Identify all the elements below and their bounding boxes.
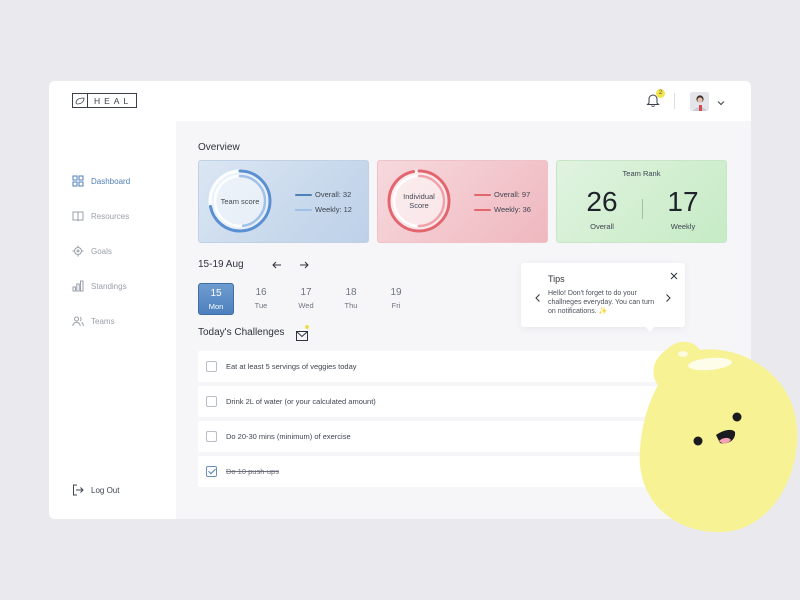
task-text: Do 20-30 mins (minimum) of exercise xyxy=(226,432,351,441)
sidebar-item-standings[interactable]: Standings xyxy=(72,280,127,292)
header-divider xyxy=(674,93,675,109)
chevron-down-icon[interactable] xyxy=(716,95,726,106)
day-mon[interactable]: 15 Mon xyxy=(198,283,234,315)
rank-weekly-value: 17 xyxy=(667,186,699,217)
tips-body: Hello! Don't forget to do your challnege… xyxy=(548,290,655,315)
chevron-left-icon[interactable] xyxy=(534,290,542,302)
notification-bell-icon[interactable] xyxy=(646,92,660,108)
individual-score-ring xyxy=(387,169,451,233)
mail-icon[interactable] xyxy=(296,328,308,341)
sidebar-item-label: Standings xyxy=(91,281,127,291)
team-score-ring xyxy=(208,169,272,233)
target-icon xyxy=(72,245,84,257)
individual-overall-value: Overall: 97 xyxy=(494,190,531,199)
logo-text: HEAL xyxy=(94,95,133,106)
team-rank-card[interactable]: Team Rank 26 Overall 17 Weekly xyxy=(556,160,727,243)
sidebar-item-label: Goals xyxy=(91,246,112,256)
task-checkbox[interactable] xyxy=(206,361,217,372)
mail-notification-dot xyxy=(305,325,309,329)
day-thu[interactable]: 18 Thu xyxy=(344,287,358,310)
rank-overall-value: 26 xyxy=(586,186,618,217)
team-weekly-value: Weekly: 12 xyxy=(315,205,352,214)
team-overall-value: Overall: 32 xyxy=(315,190,352,199)
individual-overall-legend: Overall: 97 xyxy=(474,190,530,199)
arrow-right-icon[interactable] xyxy=(298,258,310,270)
users-icon xyxy=(72,316,84,327)
sidebar-item-dashboard[interactable]: Dashboard xyxy=(72,175,130,187)
sidebar-item-resources[interactable]: Resources xyxy=(72,210,129,222)
sidebar-item-label: Resources xyxy=(91,211,130,221)
logout-icon xyxy=(73,484,84,496)
task-text: Eat at least 5 servings of veggies today xyxy=(226,362,357,371)
sidebar-item-label: Dashboard xyxy=(91,176,131,186)
sidebar-item-goals[interactable]: Goals xyxy=(72,245,112,257)
team-score-card[interactable]: Team score Overall: 32 Weekly: 12 xyxy=(198,160,369,243)
task-text: Drink 2L of water (or your calculated am… xyxy=(226,397,376,406)
notification-badge: 2 xyxy=(656,89,665,98)
task-text: Do 10 push-ups xyxy=(226,467,279,476)
lemon-mascot-icon xyxy=(639,341,798,533)
tips-popover: Tips Hello! Don't forget to do your chal… xyxy=(521,263,685,332)
rank-overall-label: Overall xyxy=(590,222,614,231)
tips-title: Tips xyxy=(548,274,565,284)
team-rank-title: Team Rank xyxy=(622,169,661,178)
sidebar-item-teams[interactable]: Teams xyxy=(72,315,115,327)
bar-chart-icon xyxy=(72,280,84,292)
team-overall-legend: Overall: 32 xyxy=(295,190,351,199)
challenges-title: Today's Challenges xyxy=(198,327,285,338)
avatar[interactable] xyxy=(690,92,709,111)
logo-leaf-icon xyxy=(73,94,88,107)
list-item[interactable]: Do 10 push-ups xyxy=(198,456,668,487)
individual-score-label: Individual Score xyxy=(403,192,435,210)
tips-tail xyxy=(645,326,655,332)
team-score-label: Team score xyxy=(220,196,260,206)
list-item[interactable]: Do 20-30 mins (minimum) of exercise xyxy=(198,421,668,452)
book-icon xyxy=(72,211,84,222)
close-icon[interactable] xyxy=(669,268,679,280)
day-wed[interactable]: 17 Wed xyxy=(298,287,314,310)
grid-icon xyxy=(72,175,84,187)
list-item[interactable]: Eat at least 5 servings of veggies today xyxy=(198,351,668,382)
rank-weekly-label: Weekly xyxy=(670,222,696,231)
list-item[interactable]: Drink 2L of water (or your calculated am… xyxy=(198,386,668,417)
chevron-right-icon[interactable] xyxy=(664,290,672,302)
day-fri[interactable]: 19 Fri xyxy=(390,287,402,310)
app-window: HEAL 2 Dashboard Resources Goals Standin… xyxy=(49,81,751,519)
logout-button[interactable]: Log Out xyxy=(72,484,119,496)
individual-weekly-legend: Weekly: 36 xyxy=(474,205,531,214)
task-checkbox[interactable] xyxy=(206,396,217,407)
logout-label: Log Out xyxy=(91,485,120,495)
task-checkbox-checked[interactable] xyxy=(206,466,217,477)
overview-title: Overview xyxy=(198,142,240,153)
date-range: 15-19 Aug xyxy=(198,259,244,270)
individual-weekly-value: Weekly: 36 xyxy=(494,205,531,214)
team-weekly-legend: Weekly: 12 xyxy=(295,205,352,214)
day-tue[interactable]: 16 Tue xyxy=(254,287,268,310)
sidebar-item-label: Teams xyxy=(91,316,115,326)
arrow-left-icon[interactable] xyxy=(271,258,283,270)
logo[interactable]: HEAL xyxy=(72,93,137,108)
task-checkbox[interactable] xyxy=(206,431,217,442)
rank-divider xyxy=(642,199,643,219)
individual-score-card[interactable]: Individual Score Overall: 97 Weekly: 36 xyxy=(377,160,548,243)
